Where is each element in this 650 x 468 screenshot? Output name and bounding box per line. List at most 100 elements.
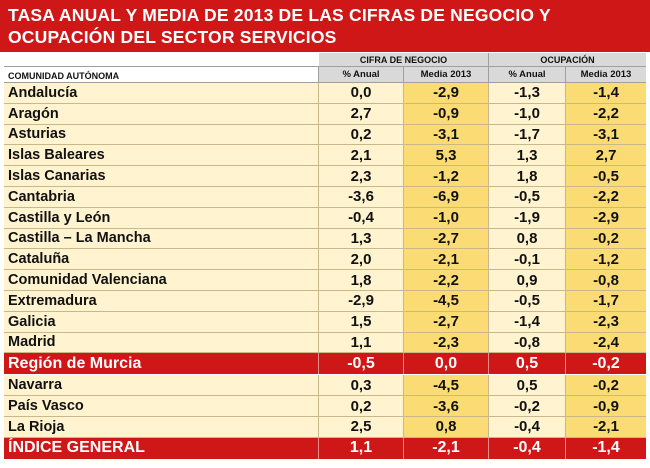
table-row: Castilla y León -0,4 -1,0 -1,9 -2,9 xyxy=(4,207,646,229)
cifra-media-cell: -2,2 xyxy=(404,270,489,290)
table-body: Andalucía 0,0 -2,9 -1,3 -1,4 Aragón 2,7 -0,9 -1,… xyxy=(4,83,646,460)
cifra-media-cell: -2,7 xyxy=(404,311,489,332)
row-name: Navarra xyxy=(4,375,319,396)
ocupacion-anual-cell: -1,3 xyxy=(489,83,566,103)
data-table: CIFRA DE NEGOCIO OCUPACIÓN COMUNIDAD AUT… xyxy=(4,53,646,460)
row-name: Comunidad Valenciana xyxy=(4,270,319,290)
ocupacion-media-cell: -2,2 xyxy=(566,103,646,124)
cifra-media-cell: -3,6 xyxy=(404,396,489,416)
ocupacion-media-cell: 2,7 xyxy=(566,145,646,166)
cifra-anual-cell: 2,0 xyxy=(319,249,404,270)
row-name: Castilla – La Mancha xyxy=(4,228,319,249)
table-row: Navarra 0,3 -4,5 0,5 -0,2 xyxy=(4,375,646,397)
ocupacion-anual-cell: -0,1 xyxy=(489,249,566,270)
ocupacion-anual-cell: -1,9 xyxy=(489,207,566,228)
table-row: Islas Baleares 2,1 5,3 1,3 2,7 xyxy=(4,145,646,167)
cifra-anual-cell: 1,1 xyxy=(319,332,404,353)
cifra-media-cell: -2,3 xyxy=(404,332,489,353)
group-header-ocupacion: OCUPACIÓN xyxy=(489,53,646,66)
table-row: Castilla – La Mancha 1,3 -2,7 0,8 -0,2 xyxy=(4,228,646,250)
ocupacion-anual-cell: 1,3 xyxy=(489,145,566,166)
table-row: Cataluña 2,0 -2,1 -0,1 -1,2 xyxy=(4,249,646,271)
ocupacion-media-cell: -0,8 xyxy=(566,270,646,290)
table-row: Cantabria -3,6 -6,9 -0,5 -2,2 xyxy=(4,186,646,208)
ocupacion-anual-cell: -0,2 xyxy=(489,396,566,416)
ocupacion-media-cell: -2,2 xyxy=(566,186,646,207)
table-row: Comunidad Valenciana 1,8 -2,2 0,9 -0,8 xyxy=(4,270,646,291)
row-name: Islas Canarias xyxy=(4,166,319,186)
cifra-media-cell: -2,7 xyxy=(404,228,489,249)
ocupacion-anual-cell: -0,4 xyxy=(489,437,566,459)
column-header-ocupacion-anual: % Anual xyxy=(489,67,566,82)
row-name: País Vasco xyxy=(4,396,319,416)
ocupacion-media-cell: -0,5 xyxy=(566,166,646,186)
cifra-anual-cell: 1,3 xyxy=(319,228,404,249)
table-row: Asturias 0,2 -3,1 -1,7 -3,1 xyxy=(4,124,646,146)
row-name: La Rioja xyxy=(4,416,319,437)
cifra-media-cell: -3,1 xyxy=(404,124,489,145)
title-bar: TASA ANUAL Y MEDIA DE 2013 DE LAS CIFRAS… xyxy=(0,0,650,52)
cifra-anual-cell: 2,5 xyxy=(319,416,404,437)
ocupacion-anual-cell: -1,4 xyxy=(489,311,566,332)
column-header-region: COMUNIDAD AUTÓNOMA xyxy=(4,67,319,82)
ocupacion-anual-cell: -0,5 xyxy=(489,186,566,207)
cifra-anual-cell: 0,0 xyxy=(319,83,404,103)
table-row: Galicia 1,5 -2,7 -1,4 -2,3 xyxy=(4,311,646,333)
cifra-anual-cell: -0,5 xyxy=(319,353,404,375)
cifra-media-cell: -4,5 xyxy=(404,290,489,311)
row-name: Aragón xyxy=(4,103,319,124)
ocupacion-media-cell: -1,7 xyxy=(566,290,646,311)
cifra-media-cell: -2,9 xyxy=(404,83,489,103)
cifra-anual-cell: 2,3 xyxy=(319,166,404,186)
ocupacion-media-cell: -2,9 xyxy=(566,207,646,228)
cifra-media-cell: 0,8 xyxy=(404,416,489,437)
group-header-cifra: CIFRA DE NEGOCIO xyxy=(319,53,489,66)
row-name: Región de Murcia xyxy=(4,353,319,375)
row-name: Cataluña xyxy=(4,249,319,270)
ocupacion-anual-cell: -0,4 xyxy=(489,416,566,437)
table-row: Andalucía 0,0 -2,9 -1,3 -1,4 xyxy=(4,83,646,104)
table-row: Islas Canarias 2,3 -1,2 1,8 -0,5 xyxy=(4,166,646,187)
row-name: ÍNDICE GENERAL xyxy=(4,437,319,459)
ocupacion-anual-cell: 1,8 xyxy=(489,166,566,186)
row-name: Andalucía xyxy=(4,83,319,103)
ocupacion-media-cell: -2,4 xyxy=(566,332,646,353)
cifra-media-cell: -4,5 xyxy=(404,375,489,396)
table-row: Madrid 1,1 -2,3 -0,8 -2,4 xyxy=(4,332,646,354)
cifra-media-cell: -2,1 xyxy=(404,249,489,270)
table-title-line-1: TASA ANUAL Y MEDIA DE 2013 DE LAS CIFRAS… xyxy=(8,5,551,25)
ocupacion-media-cell: -1,4 xyxy=(566,437,646,459)
cifra-anual-cell: 1,5 xyxy=(319,311,404,332)
cifra-anual-cell: 2,7 xyxy=(319,103,404,124)
row-name: Islas Baleares xyxy=(4,145,319,166)
column-header-ocupacion-media: Media 2013 xyxy=(566,67,646,82)
table-row: Extremadura -2,9 -4,5 -0,5 -1,7 xyxy=(4,290,646,312)
row-name: Extremadura xyxy=(4,290,319,311)
row-name: Madrid xyxy=(4,332,319,353)
cifra-anual-cell: 0,3 xyxy=(319,375,404,396)
row-name: Asturias xyxy=(4,124,319,145)
row-name: Galicia xyxy=(4,311,319,332)
cifra-media-cell: -2,1 xyxy=(404,437,489,459)
row-name: Cantabria xyxy=(4,186,319,207)
ocupacion-anual-cell: -0,8 xyxy=(489,332,566,353)
cifra-anual-cell: 2,1 xyxy=(319,145,404,166)
cifra-media-cell: -1,2 xyxy=(404,166,489,186)
ocupacion-media-cell: -0,2 xyxy=(566,353,646,375)
cifra-anual-cell: 0,2 xyxy=(319,396,404,416)
cifra-anual-cell: 1,8 xyxy=(319,270,404,290)
cifra-anual-cell: -0,4 xyxy=(319,207,404,228)
column-header-cifra-anual: % Anual xyxy=(319,67,404,82)
ocupacion-anual-cell: 0,5 xyxy=(489,375,566,396)
ocupacion-media-cell: -0,9 xyxy=(566,396,646,416)
column-header-row: COMUNIDAD AUTÓNOMA % Anual Media 2013 % … xyxy=(4,67,646,83)
ocupacion-anual-cell: -1,0 xyxy=(489,103,566,124)
ocupacion-media-cell: -1,4 xyxy=(566,83,646,103)
table-row: La Rioja 2,5 0,8 -0,4 -2,1 xyxy=(4,416,646,438)
cifra-media-cell: -0,9 xyxy=(404,103,489,124)
ocupacion-media-cell: -0,2 xyxy=(566,375,646,396)
cifra-media-cell: 5,3 xyxy=(404,145,489,166)
row-name: Castilla y León xyxy=(4,207,319,228)
ocupacion-media-cell: -1,2 xyxy=(566,249,646,270)
group-header-row: CIFRA DE NEGOCIO OCUPACIÓN xyxy=(4,53,646,67)
